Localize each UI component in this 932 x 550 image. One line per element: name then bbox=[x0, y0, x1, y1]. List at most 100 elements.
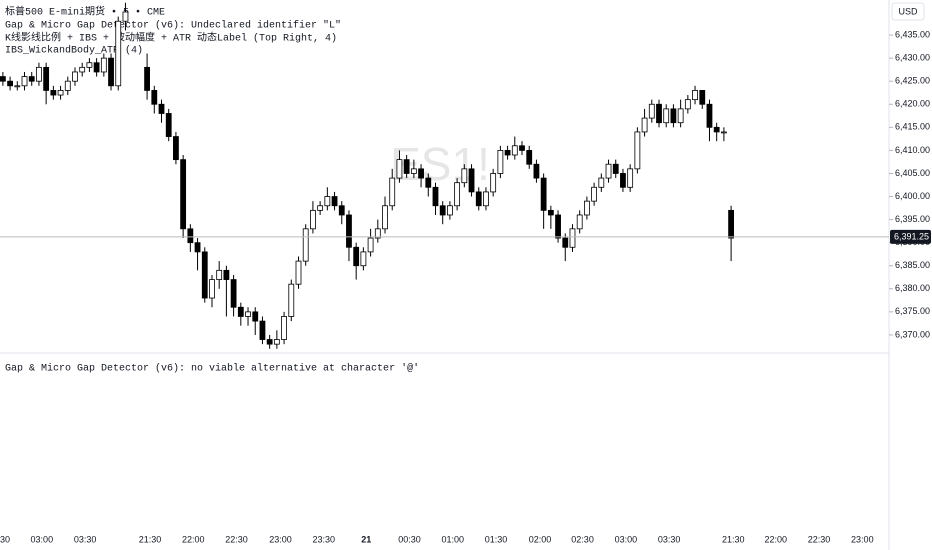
y-tick-label: 6,415.00 bbox=[895, 122, 930, 132]
candle-body bbox=[115, 20, 122, 87]
y-tick-label: 6,420.00 bbox=[895, 99, 930, 109]
candle-body bbox=[612, 163, 619, 174]
candle-body bbox=[216, 269, 223, 280]
candle-body bbox=[684, 99, 691, 110]
currency-button[interactable] bbox=[891, 2, 925, 21]
candle-body bbox=[295, 260, 302, 285]
currency[interactable]: USD bbox=[898, 6, 918, 16]
candle-body bbox=[439, 205, 446, 216]
candle-body bbox=[627, 168, 634, 188]
y-tick-label: 6,385.00 bbox=[895, 260, 930, 270]
candle-body bbox=[173, 136, 179, 161]
candle-body bbox=[526, 149, 533, 165]
candle-body bbox=[158, 103, 165, 114]
candle-body bbox=[598, 177, 605, 188]
candle-body bbox=[720, 131, 727, 134]
y-tick-label: 6,375.00 bbox=[895, 306, 930, 316]
y-tick-label: 6,435.00 bbox=[895, 29, 930, 39]
candle-body bbox=[122, 11, 129, 22]
candle-body bbox=[605, 163, 612, 179]
y-tick-label: 6,410.00 bbox=[895, 145, 930, 155]
candle-body bbox=[511, 145, 518, 156]
candle-body bbox=[187, 228, 194, 244]
candle-body bbox=[569, 228, 576, 248]
candle-body bbox=[302, 228, 309, 262]
candle-body bbox=[324, 196, 331, 207]
x-tick-label: 21 bbox=[361, 534, 371, 544]
candle-body bbox=[252, 311, 259, 322]
candle-body bbox=[259, 320, 266, 340]
candle-body bbox=[475, 191, 482, 207]
candle-body bbox=[454, 182, 461, 207]
x-tick-label: 03:00 bbox=[31, 534, 54, 544]
candle-body bbox=[86, 62, 93, 68]
indicator-label: Gap & Micro Gap Detector (v6): Undeclare… bbox=[5, 20, 341, 32]
symbol-title: 标普500 E-mini期货 • 5 • CME bbox=[5, 5, 165, 19]
candle-body bbox=[21, 76, 28, 87]
candle-body bbox=[79, 66, 86, 73]
candle-body bbox=[663, 108, 670, 124]
candle-body bbox=[100, 57, 107, 73]
y-tick-label: 6,425.00 bbox=[895, 76, 930, 86]
candle-body bbox=[620, 173, 626, 188]
candle-body bbox=[648, 103, 655, 119]
candle-body bbox=[382, 205, 388, 230]
x-tick-label: 03:00 bbox=[615, 534, 638, 544]
candle-body bbox=[7, 80, 13, 87]
x-tick-label: 22:00 bbox=[765, 534, 788, 544]
x-tick-label: 23:00 bbox=[851, 534, 874, 544]
candle-body bbox=[677, 108, 684, 124]
candle-body bbox=[28, 76, 35, 82]
candle-body bbox=[36, 66, 42, 82]
candle-body bbox=[57, 90, 64, 96]
candle-body bbox=[360, 251, 367, 267]
candle-body bbox=[245, 311, 251, 317]
candle-body bbox=[706, 103, 713, 128]
candle-body bbox=[562, 237, 569, 248]
candle-body bbox=[634, 131, 641, 170]
candle-body bbox=[425, 177, 432, 188]
x-tick-label: 22:00 bbox=[182, 534, 205, 544]
candle-body bbox=[151, 90, 158, 105]
candle-body bbox=[641, 117, 648, 133]
x-tick-label: 21:30 bbox=[722, 534, 745, 544]
last-price-box bbox=[890, 229, 931, 244]
candle-body bbox=[14, 85, 21, 88]
candle-body bbox=[656, 103, 662, 124]
candle-body bbox=[483, 191, 489, 207]
candle-body bbox=[418, 168, 424, 179]
candle-body bbox=[72, 71, 78, 82]
candle-body bbox=[64, 80, 71, 91]
x-tick-label: 23:30 bbox=[312, 534, 335, 544]
candle-body bbox=[713, 126, 720, 133]
y-tick-label: 6,400.00 bbox=[895, 191, 930, 201]
candle-body bbox=[367, 237, 374, 253]
x-tick-label: 02:00 bbox=[529, 534, 552, 544]
x-tick-label: 23:00 bbox=[269, 534, 292, 544]
candle-body bbox=[288, 283, 295, 317]
candle-body bbox=[374, 228, 381, 239]
x-tick-label: 22:30 bbox=[808, 534, 831, 544]
candle-body bbox=[331, 196, 338, 207]
candle-body bbox=[447, 205, 453, 216]
candle-body bbox=[237, 306, 244, 317]
candle-body bbox=[490, 173, 497, 193]
candle-body bbox=[396, 159, 403, 179]
candle-body bbox=[43, 66, 50, 91]
x-tick-label: 21:30 bbox=[139, 534, 162, 544]
x-tick-label: 02:30 bbox=[571, 534, 594, 544]
x-tick-label: 03:30 bbox=[74, 534, 97, 544]
candle-body bbox=[540, 177, 547, 211]
candle-body bbox=[547, 209, 554, 216]
candle-body bbox=[281, 316, 287, 340]
candle-body bbox=[346, 214, 352, 248]
x-tick-label: 00:30 bbox=[398, 534, 421, 544]
candle-body bbox=[310, 209, 316, 230]
candle-body bbox=[338, 205, 345, 216]
y-tick-label: 6,405.00 bbox=[895, 168, 930, 178]
candle-body bbox=[273, 339, 280, 345]
candle-body bbox=[108, 57, 114, 87]
candle-body bbox=[670, 108, 677, 124]
last-price-label: 6,391.25 bbox=[894, 231, 929, 241]
